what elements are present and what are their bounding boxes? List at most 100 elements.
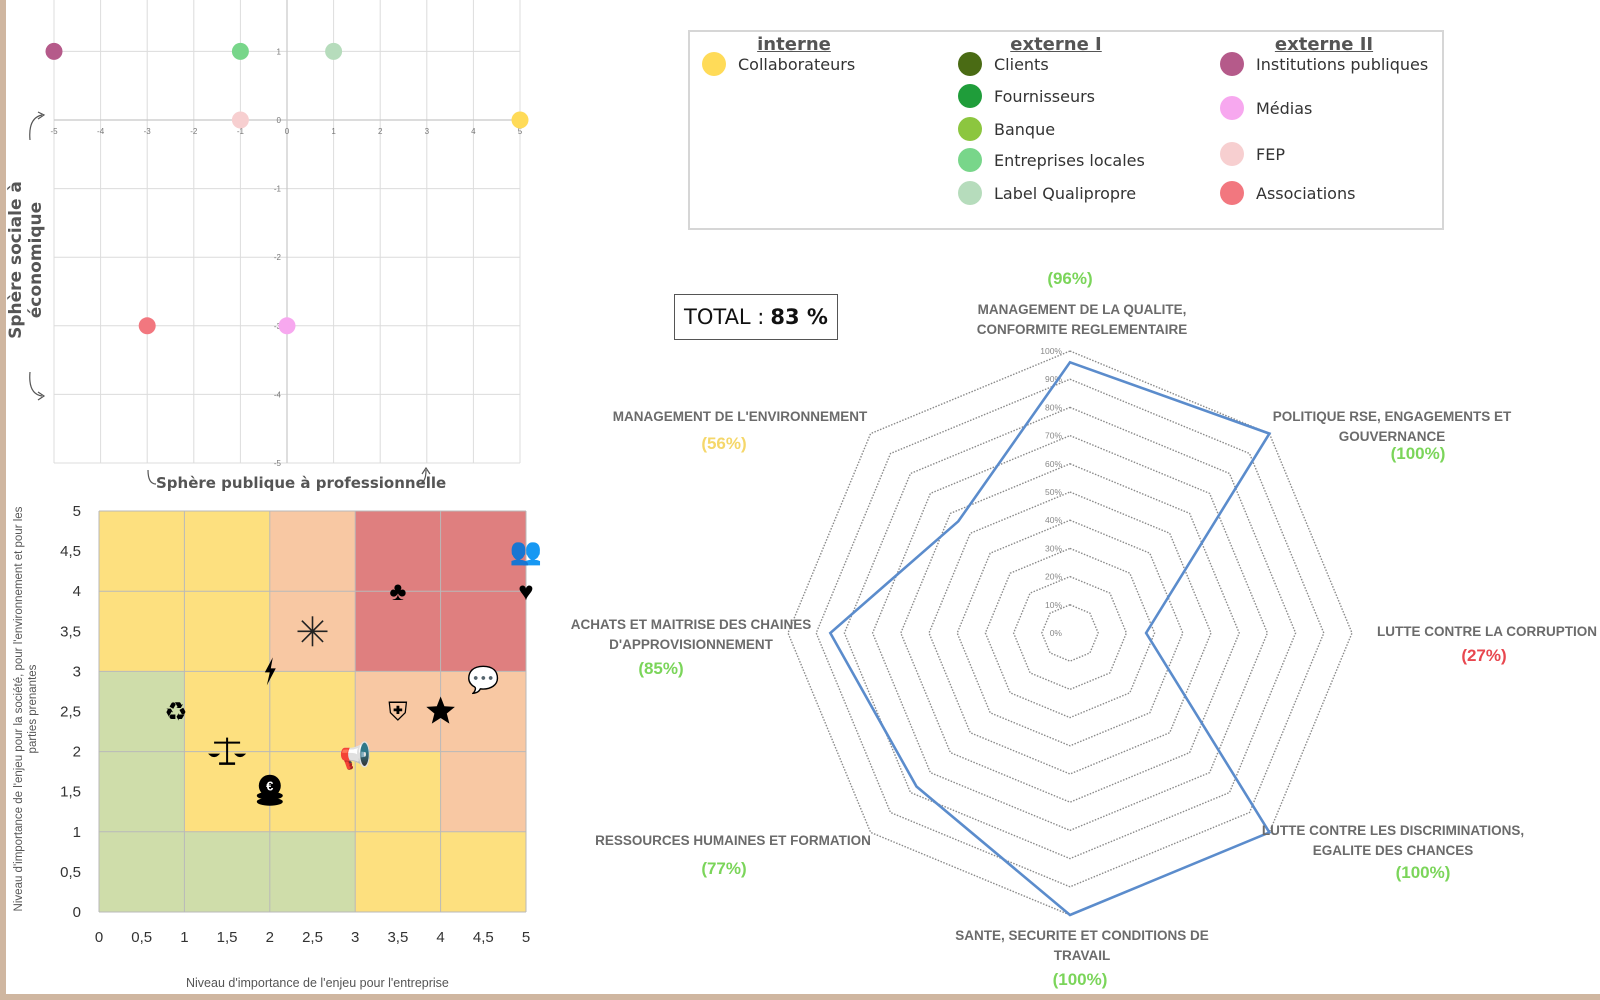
x-tick-label: 4	[471, 127, 476, 136]
lightning-icon	[264, 657, 276, 686]
arrow-icon	[29, 371, 43, 397]
clover-icon-glyph: ♣	[389, 576, 406, 606]
legend-label: Collaborateurs	[738, 54, 856, 74]
stakeholder-legend: interne Collaborateurs externe I Clients Fou…	[688, 30, 1444, 230]
legend-label: Entreprises locales	[994, 150, 1145, 170]
x-tick-label: 2	[378, 127, 383, 136]
legend-label: Fournisseurs	[994, 86, 1096, 106]
legend-item: Fournisseurs	[958, 83, 1095, 109]
radar-tick-label: 20%	[1045, 572, 1062, 582]
y-tick-label: -5	[274, 459, 282, 468]
arrow-icon	[29, 114, 43, 141]
legend-group-title: externe I	[1010, 34, 1102, 55]
legend-item: Entreprises locales	[958, 147, 1145, 173]
x-tick-label: 0	[285, 127, 290, 136]
star-shape	[426, 696, 455, 724]
people-group-icon: 👥	[510, 536, 542, 566]
x-tick-label: 3	[351, 929, 359, 946]
y-tick-label: -2	[274, 253, 282, 262]
chat-bubbles-icon-glyph: 💬	[467, 664, 499, 694]
stakeholder-map-xlabel: Sphère publique à professionnelle	[156, 474, 447, 492]
heart-pulse-icon: ♥	[518, 576, 533, 606]
legend-swatch	[958, 181, 982, 205]
radar-axis-percent: (27%)	[1461, 646, 1506, 665]
shield-person-icon-glyph: ⛨	[388, 697, 408, 727]
legend-item: Médias	[1220, 95, 1312, 121]
y-tick-label: 1	[277, 47, 282, 56]
scales-part	[208, 753, 221, 758]
chat-bubbles-icon: 💬	[467, 664, 499, 694]
asterisk-stroke	[301, 620, 324, 643]
scatter-point-entreprises-locales	[231, 42, 249, 60]
lightning-shape	[264, 657, 276, 686]
y-tick-label: 1,5	[60, 784, 81, 801]
y-tick-label: 0	[277, 116, 282, 125]
x-tick-label: -1	[237, 127, 245, 136]
materiality-matrix-ylabel: Niveau d'importance de l'enjeu pour la s…	[13, 506, 39, 912]
y-tick-label: 2	[73, 744, 81, 761]
clover-icon: ♣	[389, 576, 406, 606]
legend-item: Label Qualipropre	[958, 180, 1136, 206]
stakeholder-map-chart: -5 -4 -3 -2 -1 0 1 2 3 4 5 -5 -4 -3 -2 -1 0 1	[29, 0, 529, 485]
total-label: TOTAL :	[684, 305, 765, 329]
x-tick-label: 2	[266, 929, 274, 946]
scatter-point-collaborateurs	[511, 111, 529, 129]
legend-label: Banque	[994, 119, 1056, 139]
x-tick-label: -4	[97, 127, 105, 136]
total-score-box: TOTAL : 83 %	[674, 294, 838, 340]
y-tick-label: 3	[73, 663, 81, 680]
arrow-icon	[421, 466, 431, 475]
x-tick-label: -3	[144, 127, 152, 136]
radar-axis-label: SANTE, SECURITE ET CONDITIONS DE	[955, 928, 1209, 943]
legend-group-title: externe II	[1274, 34, 1374, 55]
x-tick-label: 1,5	[217, 929, 238, 946]
legend-label: Clients	[994, 54, 1049, 74]
scatter-point-associations	[138, 317, 156, 335]
legend-swatch	[702, 52, 726, 76]
arrow-icon	[147, 469, 157, 485]
radar-tick-label: 30%	[1045, 543, 1062, 553]
legend-swatch	[1220, 96, 1244, 120]
legend-swatch	[1220, 181, 1244, 205]
y-tick-label: 0,5	[60, 864, 81, 881]
scatter-point-institutions-publiques	[45, 42, 63, 60]
radar-axis-percent: (96%)	[1047, 269, 1092, 288]
radar-axis-label: MANAGEMENT DE L'ENVIRONNEMENT	[613, 409, 868, 424]
recycle-icon-glyph: ♻	[164, 697, 187, 727]
radar-axis-label: LUTTE CONTRE LES DISCRIMINATIONS,	[1262, 823, 1524, 838]
radar-axis-label: MANAGEMENT DE LA QUALITE,	[978, 302, 1187, 317]
legend-swatch	[958, 84, 982, 108]
legend-label: FEP	[1256, 144, 1285, 164]
radar-tick-label: 90%	[1045, 374, 1062, 384]
arrow-icon	[417, 469, 427, 485]
radar-grid-ring	[900, 463, 1240, 803]
x-tick-label: 0,5	[131, 929, 152, 946]
y-tick-label: -1	[274, 185, 282, 194]
star-icon	[426, 696, 455, 724]
matrix-zone-green	[269, 831, 356, 912]
radar-tick-label: 100%	[1040, 346, 1062, 356]
radar-grid-ring	[871, 434, 1269, 832]
matrix-zone-orange	[440, 751, 526, 832]
scales-icon	[208, 737, 247, 765]
radar-grid-ring	[956, 519, 1184, 747]
y-tick-label: 2,5	[60, 704, 81, 721]
radar-grid-ring	[815, 378, 1325, 888]
radar-axis-percent: (77%)	[701, 859, 746, 878]
radar-grid-ring	[843, 406, 1297, 860]
matrix-zone-yellow	[355, 751, 441, 832]
radar-grid-ring	[1012, 575, 1128, 691]
arrow-icon	[37, 111, 46, 120]
y-tick-label: 4	[73, 583, 81, 600]
radar-axis-percent: (85%)	[638, 659, 683, 678]
x-tick-label: 1	[180, 929, 188, 946]
legend-item: Institutions publiques	[1220, 51, 1428, 77]
legend-item: Banque	[958, 116, 1055, 142]
radar-axis-label: D'APPROVISIONNEMENT	[609, 637, 773, 652]
radar-chart: 0% 10% 20% 30% 40% 50% 60% 70% 80% 90% 100% MANAGEM…	[571, 269, 1597, 989]
legend-swatch	[1220, 52, 1244, 76]
x-tick-label: 5	[518, 127, 523, 136]
legend-swatch	[1220, 142, 1244, 166]
radar-axis-percent: (56%)	[701, 434, 746, 453]
radar-axis-percent: (100%)	[1396, 863, 1451, 882]
